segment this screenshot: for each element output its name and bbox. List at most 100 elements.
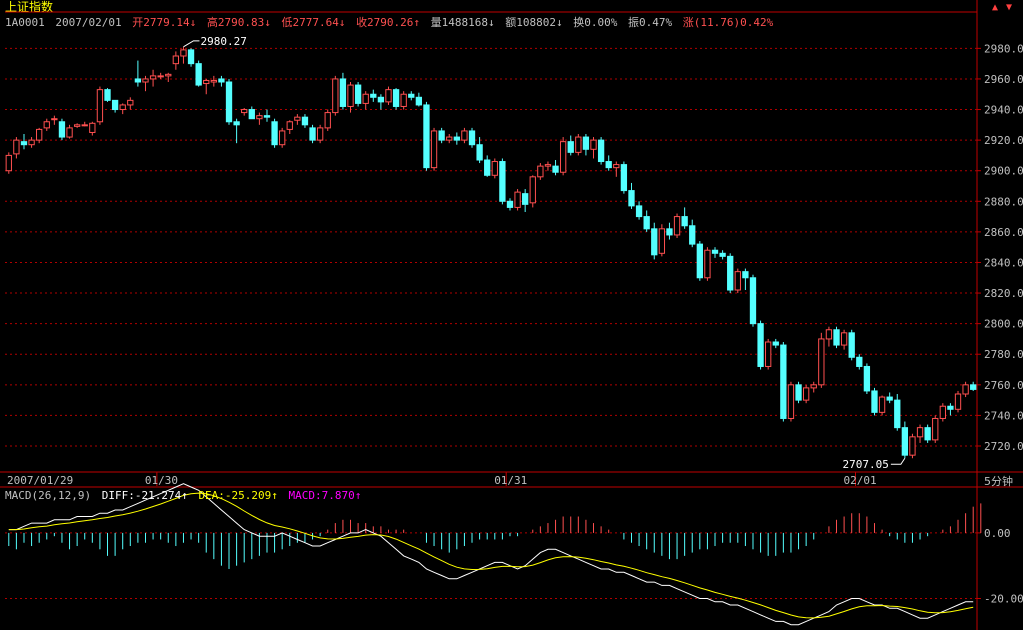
candle-body-up [294, 116, 301, 121]
candle-body-down [689, 225, 696, 245]
candle-body-down [871, 390, 878, 413]
candle-body-up [36, 128, 43, 141]
candle-body-down [484, 159, 491, 176]
candle-body-up [734, 271, 741, 291]
price-tick-label: 2900.00 [984, 165, 1023, 178]
close-value: 收2790.26↑ [356, 16, 421, 29]
candle-body-up [559, 141, 567, 173]
candle-body-down [582, 136, 590, 150]
candle-body-down [795, 384, 802, 401]
candle-body-up [165, 73, 172, 77]
candle-body-down [886, 396, 893, 401]
candle-body-up [514, 191, 521, 208]
candle-body-up [400, 93, 407, 107]
candle-body-up [939, 405, 946, 419]
candle-body-down [218, 78, 225, 83]
price-tick-label: 2760.00 [984, 379, 1023, 392]
amount-value: 额108802↓ [505, 16, 563, 29]
candle-body-down [643, 216, 650, 230]
candle-body-down [719, 252, 726, 257]
candle-body-down [947, 405, 954, 410]
date-label: 2007/01/29 [7, 474, 73, 487]
candle-body-up [73, 124, 81, 127]
macd-value: MACD:7.870↑ [288, 489, 362, 502]
candle-body-down [438, 130, 445, 141]
candle-body-up [5, 154, 12, 172]
candle-body-up [962, 384, 969, 395]
candle-body-up [256, 115, 263, 120]
candle-body-up [127, 99, 134, 106]
amplitude-value: 振0.47% [628, 16, 673, 29]
candle-body-down [370, 93, 377, 98]
candle-body-down [476, 144, 483, 161]
candle-body-down [696, 243, 703, 279]
candle-body-up [157, 75, 164, 78]
price-tick-label: 2720.00 [984, 440, 1023, 453]
candle-body-down [681, 216, 688, 227]
period-label[interactable]: 5分钟 [984, 475, 1013, 488]
candle-body-up [765, 341, 772, 367]
candle-body-up [324, 112, 331, 129]
open-value: 开2779.14↓ [132, 16, 197, 29]
price-tick-label: 2840.00 [984, 256, 1023, 269]
candle-body-down [894, 399, 901, 429]
candle-body-down [597, 139, 605, 163]
price-tick-label: 2960.00 [984, 73, 1023, 86]
candle-body-up [537, 165, 544, 178]
candle-body-up [787, 384, 795, 419]
candle-body-up [13, 139, 20, 155]
price-tick-label: 2740.00 [984, 409, 1023, 422]
change-value: (11.76)0.42% [693, 16, 774, 29]
candle-body-up [704, 249, 711, 279]
candle-body-down [727, 255, 734, 291]
scroll-up-icon[interactable]: ▲ [992, 2, 999, 13]
candle-body-down [187, 49, 195, 65]
scroll-down-icon[interactable]: ▼ [1006, 2, 1013, 13]
candle-body-up [89, 122, 96, 133]
candle-body-down [377, 96, 385, 103]
candle-body-up [658, 228, 666, 254]
candle-body-down [856, 356, 863, 367]
diff-line [8, 483, 974, 626]
candle-body-up [916, 427, 924, 438]
candle-body-down [423, 104, 430, 169]
bar-date: 2007/02/01 [55, 16, 122, 29]
candle-body-down [499, 161, 506, 202]
candle-body-down [453, 136, 460, 141]
candle-body-up [286, 121, 293, 130]
candle-body-down [772, 341, 779, 346]
candle-body-down [848, 332, 855, 358]
candle-body-up [279, 130, 286, 146]
candle-body-up [461, 130, 468, 141]
price-tick-label: 2860.00 [984, 226, 1023, 239]
candle-body-down [271, 121, 278, 146]
candle-body-up [241, 109, 248, 114]
candle-body-up [575, 136, 582, 153]
candle-body-up [825, 329, 833, 340]
candle-body-down [605, 161, 612, 169]
candle-body-up [66, 127, 73, 138]
candle-body-down [628, 190, 635, 207]
candle-body-up [590, 139, 597, 150]
price-tick-label: 2980.00 [984, 42, 1023, 55]
candle-body-down [354, 84, 362, 104]
volume-value: 量1488168↓ [430, 16, 495, 29]
candle-body-down [742, 271, 749, 279]
candle-body-down [757, 323, 764, 367]
candle-body-down [651, 228, 658, 256]
candle-body-up [544, 164, 552, 167]
candle-body-down [195, 63, 202, 86]
candle-body-up [172, 55, 180, 65]
low-value: 低2777.64↓ [281, 16, 346, 29]
date-label: 01/31 [494, 474, 527, 487]
candle-body-down [666, 228, 673, 236]
candle-body-up [446, 136, 453, 141]
candle-body-down [248, 109, 255, 120]
candle-body-up [673, 216, 681, 236]
candle-body-up [96, 89, 104, 123]
candle-body-down [134, 78, 142, 83]
candle-body-down [749, 277, 757, 325]
high-annotation-line [183, 40, 200, 48]
candle-body-up [878, 396, 886, 413]
